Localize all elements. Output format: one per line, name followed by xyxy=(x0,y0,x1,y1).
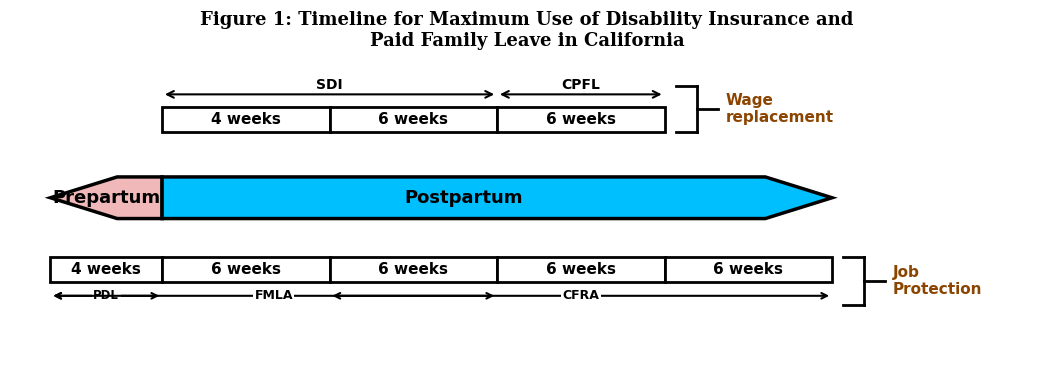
Text: 6 weeks: 6 weeks xyxy=(714,262,783,277)
Text: 6 weeks: 6 weeks xyxy=(546,112,616,127)
Text: Prepartum: Prepartum xyxy=(53,189,160,207)
Bar xyxy=(162,257,330,282)
Text: SDI: SDI xyxy=(316,78,343,92)
Text: Postpartum: Postpartum xyxy=(405,189,523,207)
Text: 6 weeks: 6 weeks xyxy=(378,262,448,277)
Bar xyxy=(497,257,664,282)
Text: 6 weeks: 6 weeks xyxy=(546,262,616,277)
Polygon shape xyxy=(51,177,162,219)
Text: FMLA: FMLA xyxy=(254,289,293,302)
Text: Figure 1: Timeline for Maximum Use of Disability Insurance and
Paid Family Leave: Figure 1: Timeline for Maximum Use of Di… xyxy=(200,11,854,50)
Text: 6 weeks: 6 weeks xyxy=(378,112,448,127)
Text: CFRA: CFRA xyxy=(563,289,600,302)
Text: 4 weeks: 4 weeks xyxy=(211,112,280,127)
Bar xyxy=(51,257,162,282)
Text: CPFL: CPFL xyxy=(562,78,600,92)
Text: 6 weeks: 6 weeks xyxy=(211,262,280,277)
Text: Job
Protection: Job Protection xyxy=(893,265,982,297)
Polygon shape xyxy=(162,177,832,219)
Text: Wage
replacement: Wage replacement xyxy=(725,93,834,125)
Bar xyxy=(330,257,497,282)
Bar xyxy=(330,107,497,132)
Bar xyxy=(497,107,664,132)
Text: PDL: PDL xyxy=(94,289,119,302)
Bar xyxy=(162,107,330,132)
Text: 4 weeks: 4 weeks xyxy=(72,262,141,277)
Bar xyxy=(664,257,832,282)
